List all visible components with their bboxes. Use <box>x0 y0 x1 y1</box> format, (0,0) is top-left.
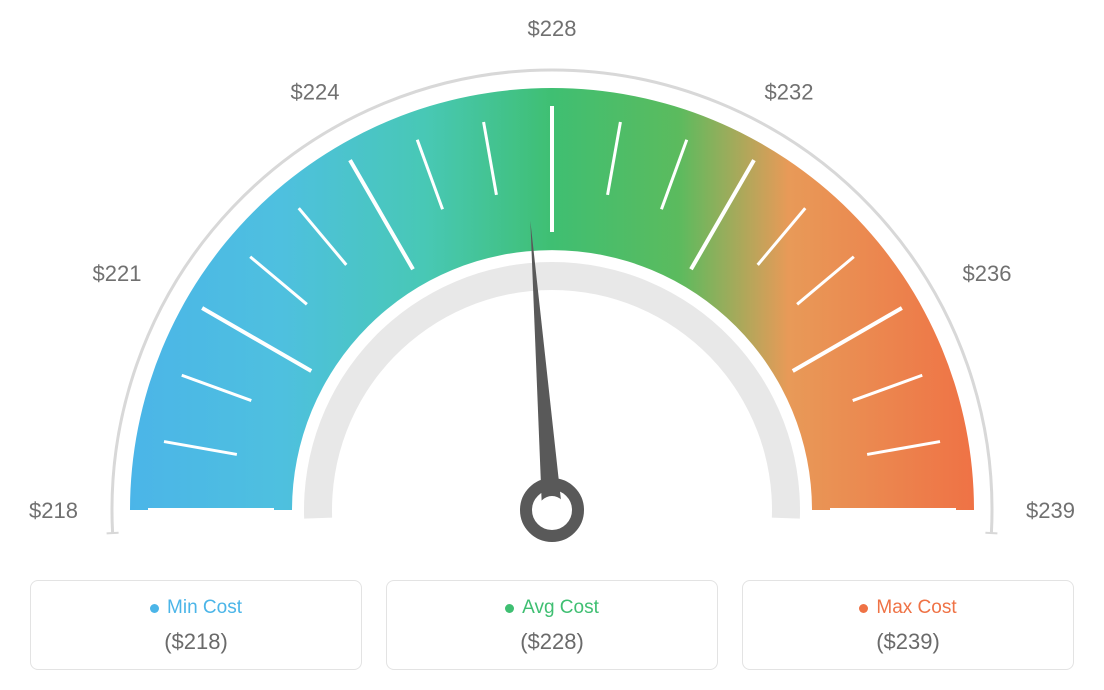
outer-arc-cap <box>985 533 997 534</box>
legend-card-min: Min Cost ($218) <box>30 580 362 670</box>
outer-arc-cap <box>107 533 119 534</box>
legend-label-avg: Avg Cost <box>522 597 599 619</box>
legend-value-max: ($239) <box>763 629 1053 655</box>
legend-dot-avg <box>505 604 514 613</box>
tick-label: $228 <box>528 20 577 41</box>
legend-value-avg: ($228) <box>407 629 697 655</box>
legend-top: Max Cost <box>763 597 1053 619</box>
tick-label: $218 <box>29 498 78 523</box>
legend-top: Min Cost <box>51 597 341 619</box>
legend-label-min: Min Cost <box>167 597 242 619</box>
legend-value-min: ($218) <box>51 629 341 655</box>
cost-gauge: $218 $221 $224 $228 $232 $236 $239 <box>20 20 1084 560</box>
legend-card-max: Max Cost ($239) <box>742 580 1074 670</box>
legend-label-max: Max Cost <box>876 597 956 619</box>
gauge-svg: $218 $221 $224 $228 $232 $236 $239 <box>20 20 1084 560</box>
legend-dot-max <box>859 604 868 613</box>
needle-hub-hole <box>538 496 566 524</box>
legend-dot-min <box>150 604 159 613</box>
tick-label: $236 <box>962 261 1011 286</box>
legend-card-avg: Avg Cost ($228) <box>386 580 718 670</box>
tick-label: $221 <box>93 261 142 286</box>
legend-top: Avg Cost <box>407 597 697 619</box>
tick-label: $239 <box>1026 498 1075 523</box>
tick-label: $232 <box>765 80 814 105</box>
tick-label: $224 <box>291 80 340 105</box>
legend-row: Min Cost ($218) Avg Cost ($228) Max Cost… <box>30 580 1074 670</box>
